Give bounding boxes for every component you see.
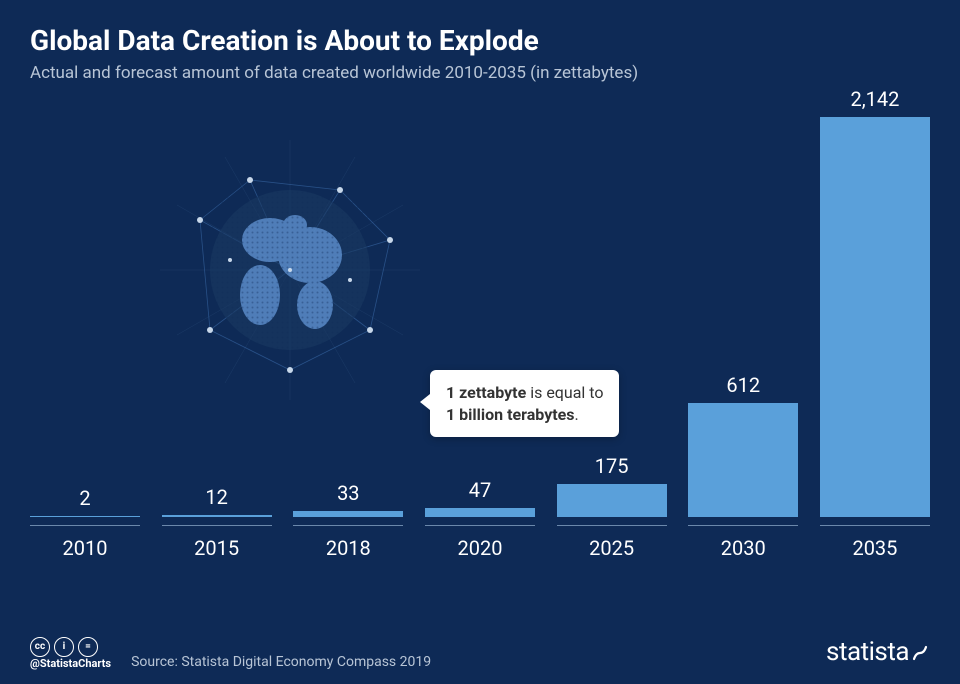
bar-divider — [425, 525, 535, 526]
bar-rect — [425, 508, 535, 517]
bar-divider — [688, 525, 798, 526]
bar-label: 2030 — [721, 536, 766, 560]
bar-divider — [557, 525, 667, 526]
bar-item: 47 2020 — [425, 478, 535, 560]
source-prefix: Source: — [131, 654, 181, 670]
callout-box: 1 zettabyte is equal to 1 billion teraby… — [430, 370, 619, 437]
bar-label: 2015 — [194, 536, 239, 560]
bar-rect — [293, 511, 403, 517]
bar-label: 2035 — [852, 536, 897, 560]
social-handle: @StatistaCharts — [30, 657, 111, 670]
bar-item: 2 2010 — [30, 486, 140, 560]
bar-value: 33 — [337, 481, 359, 505]
chart-title: Global Data Creation is About to Explode — [30, 24, 930, 57]
callout-mid: is equal to — [526, 383, 603, 402]
brand-text: statista — [826, 637, 909, 667]
bar-item: 2,142 2035 — [820, 87, 930, 560]
bar-divider — [162, 525, 272, 526]
bar-rect — [162, 515, 272, 517]
bar-label: 2018 — [326, 536, 371, 560]
source-text: Statista Digital Economy Compass 2019 — [181, 654, 431, 670]
chart-area: 22010122015332018472020175202561220302,1… — [30, 110, 930, 600]
bar-rect — [820, 117, 930, 517]
chart-subtitle: Actual and forecast amount of data creat… — [30, 63, 930, 83]
bar-divider — [293, 525, 403, 526]
bar-label: 2010 — [63, 536, 108, 560]
callout-bold-2: 1 billion terabytes — [446, 405, 575, 424]
bar-value: 612 — [726, 373, 760, 397]
source-line: Source: Statista Digital Economy Compass… — [131, 654, 431, 670]
callout-end: . — [575, 405, 579, 424]
cc-icon-by: i — [54, 637, 74, 657]
bar-item: 612 2030 — [688, 373, 798, 560]
bar-label: 2025 — [589, 536, 634, 560]
cc-icon-nd: = — [78, 637, 98, 657]
brand-dot-icon — [911, 639, 929, 669]
bar-rect — [30, 516, 140, 517]
brand-logo: statista — [826, 637, 930, 668]
cc-icon-cc: cc — [30, 637, 50, 657]
bar-divider — [30, 525, 140, 526]
bar-item: 12 2015 — [162, 485, 272, 560]
bar-rect — [688, 403, 798, 517]
cc-icons: cc i = — [30, 637, 99, 657]
bar-value: 12 — [205, 485, 227, 509]
bars-row: 22010122015332018472020175202561220302,1… — [30, 120, 930, 560]
bar-rect — [557, 484, 667, 517]
bar-item: 175 2025 — [557, 454, 667, 560]
bar-value: 2 — [79, 486, 90, 510]
bar-value: 175 — [595, 454, 629, 478]
callout-bold-1: 1 zettabyte — [446, 383, 526, 402]
footer: cc i = @StatistaCharts Source: Statista … — [0, 622, 960, 684]
bar-divider — [820, 525, 930, 526]
bar-value: 47 — [469, 478, 491, 502]
bar-label: 2020 — [457, 536, 502, 560]
bar-item: 33 2018 — [293, 481, 403, 560]
bar-value: 2,142 — [850, 87, 899, 111]
